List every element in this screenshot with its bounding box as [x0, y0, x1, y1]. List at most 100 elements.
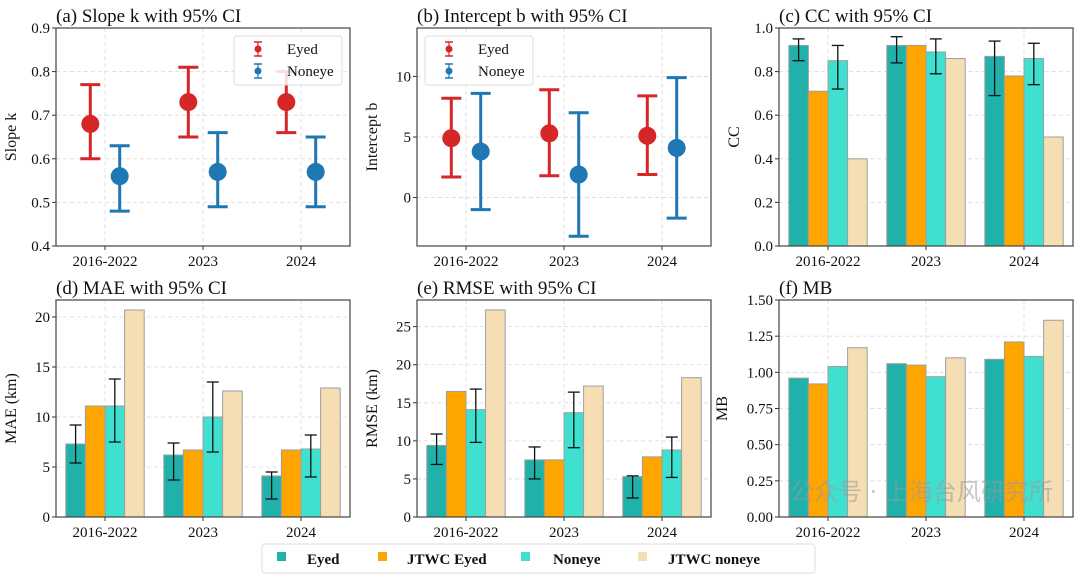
bar-jtwc-eyed — [641, 456, 663, 517]
data-point-eyed — [179, 93, 198, 112]
legend-label: JTWC noneye — [668, 552, 760, 568]
bar-noneye — [925, 51, 947, 246]
bar-jtwc-noneye — [124, 309, 145, 517]
panel-e: 0 5 10 15 20 25 2016-2022 2023 2024 (e) RMSE with… — [364, 278, 712, 541]
y-tick-label: 0 — [404, 510, 412, 526]
y-tick-label: 20 — [396, 358, 411, 374]
legend-marker — [254, 67, 262, 75]
y-tick-label: 0.0 — [754, 239, 773, 255]
x-tick-label: 2023 — [188, 525, 218, 541]
y-tick-label: 0 — [43, 510, 51, 526]
y-tick-label: 5 — [43, 460, 51, 476]
y-tick-label: 0.2 — [754, 195, 773, 211]
legend-label: Eyed — [307, 552, 340, 568]
panel-c: 0.0 0.2 0.4 0.6 0.8 1.0 2016-2022 2023 2024 (c) C… — [726, 6, 1074, 270]
panel-a: 0.4 0.5 0.6 0.7 0.8 0.9 2016-2022 2023 2024 Eyed N… — [3, 6, 351, 270]
bar-jtwc-noneye — [320, 387, 341, 517]
panel-title: (d) MAE with 95% CI — [56, 278, 227, 299]
y-tick-label: 0.25 — [747, 474, 773, 490]
x-tick-label: 2024 — [647, 525, 678, 541]
y-tick-label: 1.00 — [747, 365, 773, 381]
x-tick-label: 2016-2022 — [73, 254, 138, 270]
data-point-eyed — [442, 129, 461, 148]
y-tick-label: 0.8 — [31, 65, 50, 81]
bar-jtwc-eyed — [182, 449, 204, 517]
y-tick-label: 5 — [404, 130, 412, 146]
legend-swatch-eyed — [277, 552, 286, 561]
legend-label: Eyed — [287, 42, 318, 58]
y-tick-label: 0.5 — [31, 195, 50, 211]
legend-marker — [254, 45, 262, 53]
panel-d: 0 5 10 15 20 2016-2022 2023 2024 (d) MAE with 95… — [3, 278, 351, 541]
x-tick-label: 2023 — [911, 254, 941, 270]
data-point-eyed — [638, 126, 657, 145]
legend-swatch-jtwc-eyed — [378, 552, 387, 561]
data-point-noneye — [667, 138, 686, 157]
panel-title: (b) Intercept b with 95% CI — [417, 6, 628, 27]
y-tick-label: 0 — [404, 191, 412, 207]
x-tick-label: 2024 — [1009, 254, 1040, 270]
panel-title: (f) MB — [779, 278, 832, 299]
bar-jtwc-eyed — [445, 390, 467, 517]
bar-jtwc-eyed — [807, 90, 829, 246]
bar-jtwc-noneye — [847, 158, 868, 246]
data-point-noneye — [208, 162, 227, 181]
bar-jtwc-noneye — [222, 390, 243, 517]
plot-area — [788, 319, 1064, 517]
legend-swatch-noneye — [521, 552, 530, 561]
x-tick-label: 2024 — [1009, 525, 1040, 541]
x-tick-label: 2023 — [911, 525, 941, 541]
data-point-noneye — [471, 142, 490, 161]
y-tick-label: 10 — [396, 434, 411, 450]
panel-f: 0.00 0.25 0.50 0.75 1.00 1.25 1.50 2016-2022 202… — [714, 278, 1074, 541]
legend-label: Noneye — [478, 64, 525, 80]
x-tick-label: 2016-2022 — [796, 525, 861, 541]
bar-noneye — [1023, 58, 1045, 246]
legend-box — [261, 543, 816, 574]
bar-jtwc-noneye — [583, 385, 604, 517]
plot-area — [426, 309, 702, 517]
watermark: 公众号 · 上海台风研究所 — [790, 478, 1053, 506]
legend-label: Noneye — [287, 64, 334, 80]
x-tick-label: 2024 — [286, 254, 317, 270]
y-tick-label: 0.75 — [747, 402, 773, 418]
axes-frame — [778, 27, 1074, 247]
panel-legend: Eyed Noneye — [424, 35, 534, 86]
y-tick-label: 0.00 — [747, 510, 773, 526]
y-tick-label: 0.8 — [754, 65, 773, 81]
bar-jtwc-noneye — [485, 309, 506, 517]
x-tick-label: 2016-2022 — [73, 525, 138, 541]
panel-legend: Eyed Noneye — [233, 35, 343, 86]
bar-jtwc-eyed — [905, 44, 927, 246]
bar-jtwc-noneye — [945, 357, 966, 517]
plot-area — [788, 36, 1064, 246]
x-tick-label: 2023 — [188, 254, 218, 270]
legend-label: Eyed — [478, 42, 509, 58]
bar-jtwc-noneye — [945, 58, 966, 246]
y-axis-label: RMSE (km) — [364, 369, 381, 448]
data-point-eyed — [277, 93, 296, 112]
data-point-noneye — [569, 165, 588, 184]
bar-jtwc-eyed — [280, 449, 302, 517]
x-tick-label: 2024 — [286, 525, 317, 541]
y-tick-label: 0.50 — [747, 438, 773, 454]
y-tick-label: 15 — [396, 396, 411, 412]
y-axis-label: CC — [726, 126, 743, 147]
y-tick-label: 0.9 — [31, 21, 50, 37]
y-axis-label: Intercept b — [364, 103, 381, 172]
y-tick-label: 10 — [35, 410, 50, 426]
x-tick-label: 2023 — [549, 525, 579, 541]
axes-frame — [55, 299, 351, 518]
panel-b: 0 5 10 2016-2022 2023 2024 Eyed Noneye (b) Inter… — [364, 6, 712, 270]
y-tick-label: 0.6 — [31, 152, 50, 168]
legend-marker — [445, 67, 453, 75]
y-tick-label: 15 — [35, 360, 50, 376]
axes-frame — [416, 299, 712, 518]
x-tick-label: 2016-2022 — [434, 254, 499, 270]
y-tick-label: 5 — [404, 472, 412, 488]
x-tick-label: 2024 — [647, 254, 678, 270]
panel-title: (c) CC with 95% CI — [779, 6, 932, 27]
axes-frame — [778, 299, 1074, 518]
y-axis-label: Slope k — [3, 113, 20, 161]
data-point-noneye — [306, 162, 325, 181]
